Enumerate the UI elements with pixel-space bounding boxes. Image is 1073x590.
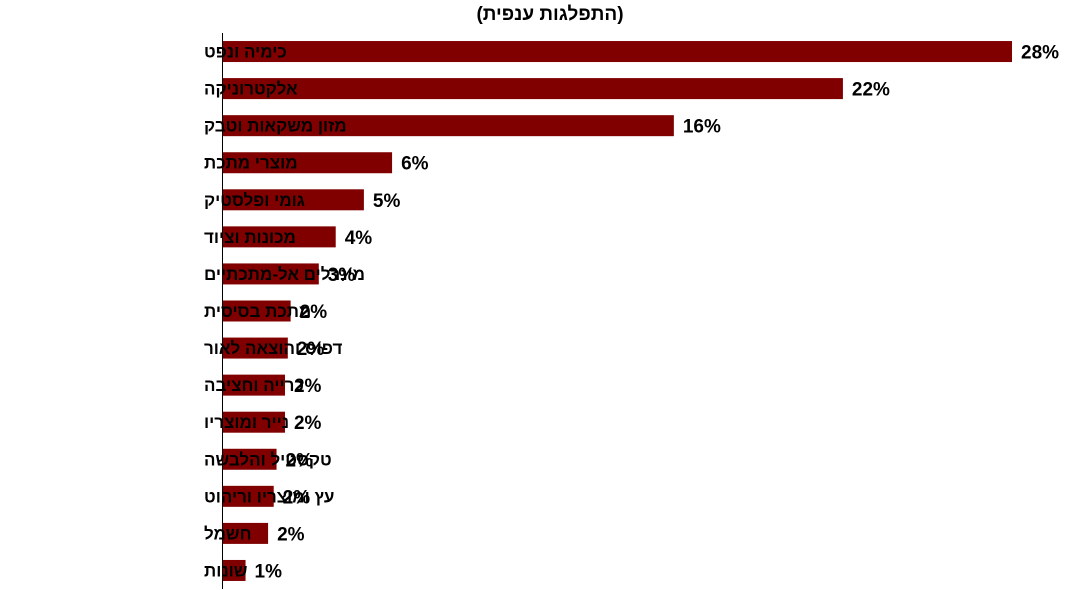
bar — [223, 485, 274, 507]
bar — [223, 41, 1012, 63]
chart-title: (התפלגות ענפית) — [476, 4, 624, 25]
category-label: מכונות וציוד — [204, 228, 296, 247]
category-label: מתכת בסיסית — [204, 302, 311, 321]
value-label: 16% — [683, 117, 721, 138]
bar — [223, 300, 291, 322]
value-label: 3% — [328, 265, 356, 286]
category-label: מינרלים אל-מתכתיים — [204, 265, 365, 284]
category-label: מזון משקאות וטבק — [204, 117, 347, 136]
bar — [223, 115, 674, 137]
category-label: אלקטרוניקה — [204, 80, 298, 99]
category-label: נייר ומוצריו — [204, 413, 289, 432]
bar — [223, 448, 277, 470]
category-label: טקסטיל והלבשה — [204, 450, 332, 469]
category-label: שונות — [204, 561, 248, 580]
value-label: 2% — [300, 302, 328, 323]
bar — [223, 189, 364, 211]
value-label: 5% — [373, 191, 401, 212]
value-label: 2% — [294, 376, 322, 397]
bar — [223, 78, 843, 100]
category-label: כרייה וחציבה — [204, 376, 304, 395]
value-label: 2% — [283, 487, 311, 508]
value-label: 6% — [401, 154, 429, 175]
value-label: 2% — [294, 413, 322, 434]
value-label: 4% — [345, 228, 373, 249]
category-label: כימיה ונפט — [204, 43, 287, 62]
category-label: עץ ומוצריו וריהוט — [204, 487, 334, 506]
value-label: 2% — [277, 524, 305, 545]
value-label: 22% — [852, 80, 890, 101]
bar — [223, 226, 336, 248]
value-label: 1% — [255, 561, 283, 582]
value-label: 2% — [297, 339, 325, 360]
bar — [223, 337, 288, 359]
value-label: 28% — [1021, 43, 1059, 64]
category-label: דפוס והוצאה לאור — [204, 339, 342, 358]
category-label: מוצרי מתכת — [204, 154, 298, 173]
bar — [223, 374, 285, 396]
bar — [223, 152, 393, 174]
bar — [223, 263, 319, 285]
bar — [223, 522, 269, 544]
category-label: חשמל — [204, 524, 252, 543]
bar — [223, 559, 246, 581]
value-label: 2% — [286, 450, 314, 471]
bar — [223, 411, 285, 433]
category-label: גומי ופלסטיק — [204, 191, 305, 210]
